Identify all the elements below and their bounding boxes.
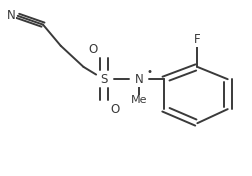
- Text: N: N: [6, 9, 15, 22]
- Text: F: F: [193, 33, 200, 46]
- Text: •: •: [146, 67, 152, 77]
- Text: Me: Me: [130, 95, 147, 105]
- Text: O: O: [110, 103, 119, 116]
- Text: O: O: [88, 43, 97, 56]
- Text: S: S: [100, 73, 107, 86]
- Text: N: N: [134, 73, 143, 86]
